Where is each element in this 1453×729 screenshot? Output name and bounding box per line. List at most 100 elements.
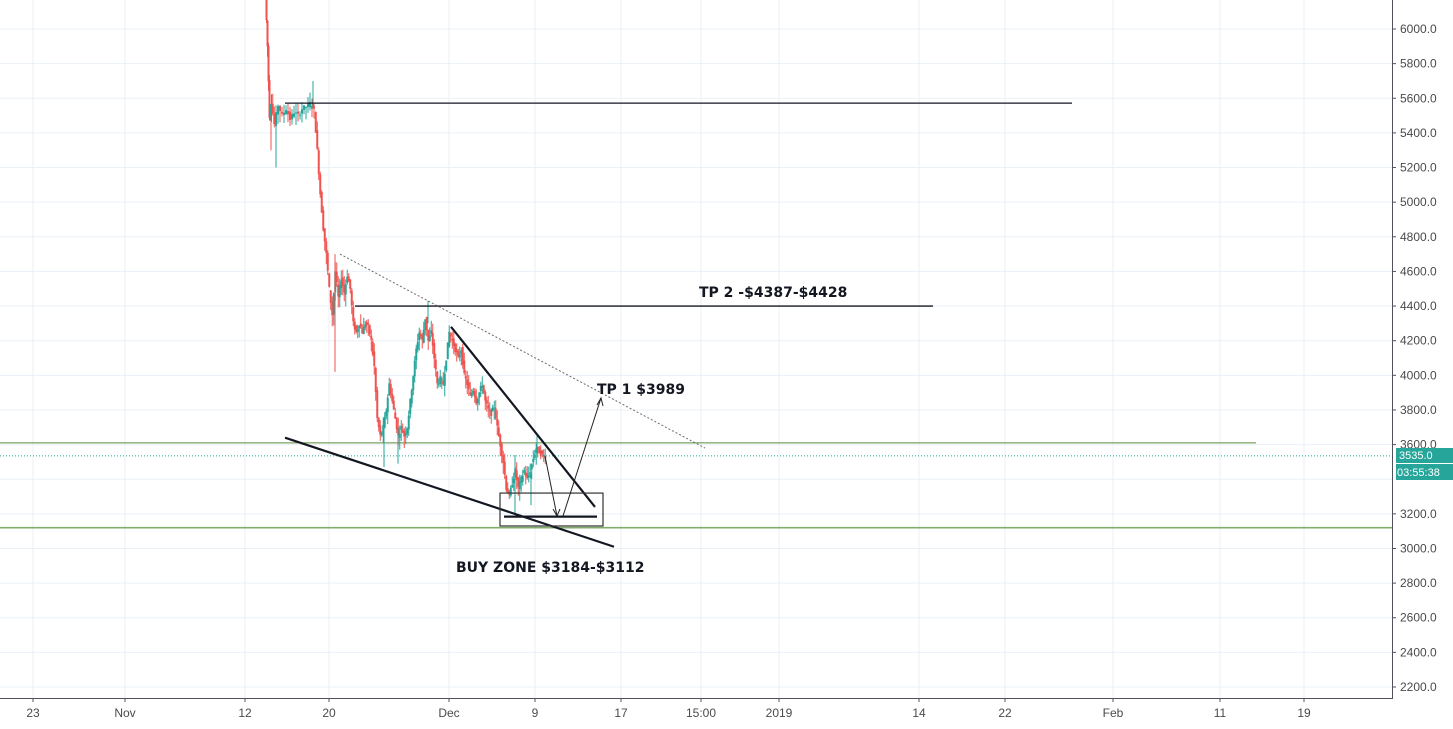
candle-body <box>524 472 527 476</box>
price-tick-label: 5400.0 <box>1400 126 1437 140</box>
price-axis[interactable]: 6000.0 5800.0 5600.0 5400.0 5200.0 5000.0 4800… <box>1392 0 1453 724</box>
candle-body <box>323 228 326 242</box>
candle-body <box>380 432 383 436</box>
candle-body <box>389 384 392 395</box>
candle-body <box>297 111 299 114</box>
buy-zone-box[interactable] <box>499 492 604 527</box>
candle-body <box>539 449 542 456</box>
candle-body <box>440 379 443 381</box>
candle-body <box>416 341 419 350</box>
candlesticks <box>265 0 547 514</box>
candle-body <box>493 407 496 409</box>
price-tick-label: 5600.0 <box>1400 91 1437 105</box>
candle-body <box>517 477 520 487</box>
candle-body <box>512 478 515 484</box>
candle-body <box>337 284 340 297</box>
candle-body <box>532 458 535 463</box>
candle-body <box>353 321 356 330</box>
candle-body <box>475 396 478 404</box>
candle-body <box>509 487 512 496</box>
candle-body <box>287 111 289 115</box>
candle-body <box>454 343 457 352</box>
candle-body <box>521 475 524 482</box>
time-tick-label: 14 <box>912 706 926 720</box>
candle-body <box>533 454 536 458</box>
candle-body <box>273 113 276 124</box>
candle-body <box>373 351 376 367</box>
candle-body <box>494 408 497 419</box>
candle-body <box>529 472 532 475</box>
tp1-label[interactable]: TP 1 $3989 <box>597 382 685 398</box>
candle-body <box>341 277 344 286</box>
candle-body <box>293 113 295 117</box>
candle-body <box>466 379 469 386</box>
candle-body <box>285 110 287 115</box>
candle-body <box>332 293 335 315</box>
price-tick-label: 3000.0 <box>1400 541 1437 555</box>
candle-body <box>490 409 493 416</box>
candle-body <box>309 101 311 108</box>
wedge-lower-trendline[interactable] <box>284 436 615 548</box>
buy-zone-label[interactable]: BUY ZONE $3184-$3112 <box>456 560 644 576</box>
price-tick-label: 4800.0 <box>1400 230 1437 244</box>
candle-body <box>449 333 452 337</box>
candle-body <box>349 279 352 289</box>
price-tick-label: 6000.0 <box>1400 22 1437 36</box>
time-tick-label: 2019 <box>766 706 793 720</box>
candle-body <box>481 385 484 388</box>
candle-body <box>335 271 338 282</box>
candle-body <box>487 405 490 409</box>
candle-body <box>445 360 448 371</box>
candle-body <box>452 338 455 347</box>
time-tick-label: 12 <box>238 706 252 720</box>
down-arrow-line <box>544 455 558 517</box>
candle-body <box>506 488 509 494</box>
candle-body <box>289 111 291 120</box>
current-price-badge: 3535.0 03:55:38 <box>1396 448 1453 480</box>
candle-body <box>283 112 285 116</box>
dotted-descending-trendline[interactable] <box>339 253 706 449</box>
candle-body <box>433 343 436 359</box>
price-tick-label: 2600.0 <box>1400 611 1437 625</box>
candle-body <box>379 425 382 435</box>
candle-body <box>469 392 472 395</box>
candle-body <box>472 390 475 394</box>
time-tick-label: 22 <box>998 706 1012 720</box>
candle-body <box>391 393 394 402</box>
candle-body <box>457 351 460 356</box>
drawing-annotations[interactable] <box>284 102 1072 548</box>
time-tick-label: 19 <box>1297 706 1311 720</box>
candle-body <box>400 425 403 430</box>
candle-body <box>530 464 533 470</box>
candle-body <box>340 280 343 289</box>
candle-body <box>430 330 433 334</box>
candle-body <box>500 443 503 456</box>
candle-body <box>482 385 485 393</box>
tp2-label[interactable]: TP 2 -$4387-$4428 <box>699 285 847 301</box>
candle-body <box>403 430 406 437</box>
candle-body <box>385 410 388 417</box>
candle-body <box>401 429 404 433</box>
wedge-upper-trendline[interactable] <box>450 326 596 508</box>
candle-body <box>338 285 341 298</box>
candle-body <box>436 371 439 384</box>
projection-arrows[interactable] <box>544 396 604 518</box>
candle-body <box>383 416 386 428</box>
time-axis[interactable]: 23 Nov 12 20 Dec 9 17 15:00 2019 14 22 Feb 11 19 <box>0 698 1453 724</box>
candle-body <box>476 398 479 404</box>
candle-body <box>520 476 523 483</box>
candle-body <box>455 349 458 353</box>
candle-body <box>367 323 370 325</box>
candle-body <box>467 382 470 389</box>
time-tick-label: 23 <box>26 706 40 720</box>
time-axis-bg <box>0 698 1453 724</box>
candle-body <box>343 285 346 293</box>
candle-body <box>394 412 397 419</box>
text-annotations: TP 2 -$4387-$4428 TP 1 $3989 BUY ZONE $3… <box>456 285 847 576</box>
candle-body <box>437 383 440 385</box>
candle-body <box>442 380 445 385</box>
candle-body <box>473 390 476 397</box>
time-tick-label: Feb <box>1103 706 1124 720</box>
candle-body <box>491 407 494 411</box>
